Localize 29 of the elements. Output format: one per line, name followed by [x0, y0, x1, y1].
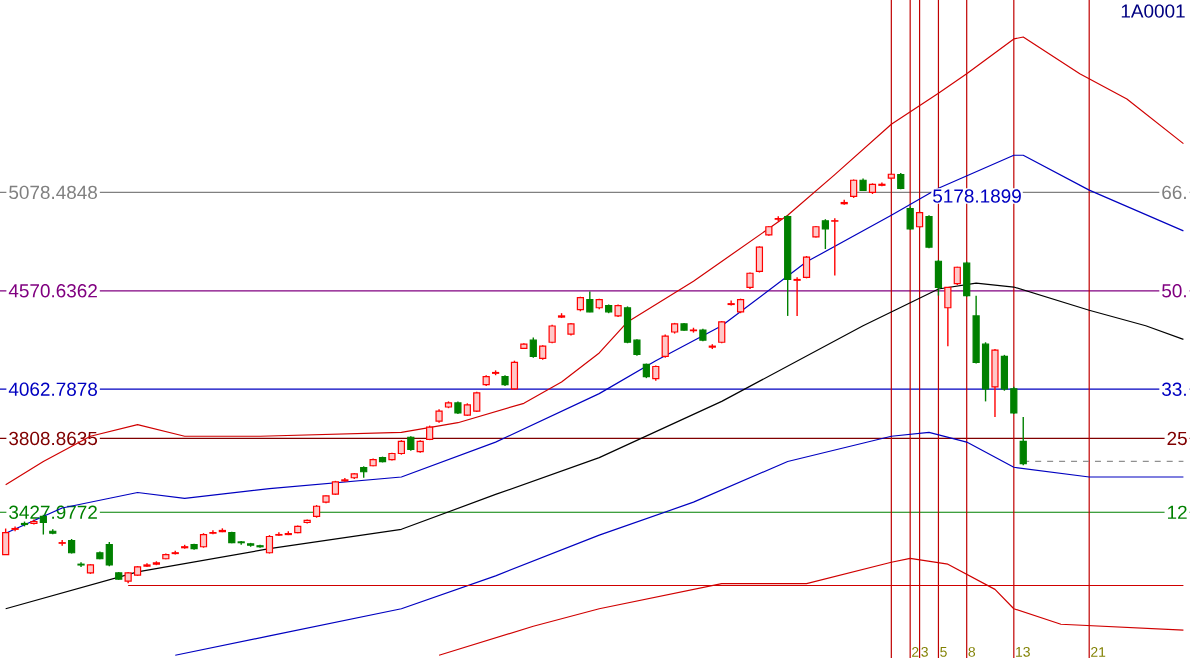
annotation: 5178.1899: [933, 189, 1021, 203]
candlestick: [934, 259, 943, 297]
candlestick: [510, 359, 519, 391]
annotation: 12: [1168, 505, 1187, 519]
candlestick: [265, 534, 274, 555]
candlestick: [925, 214, 933, 249]
candlestick: [991, 348, 999, 418]
annotation: 33.: [1162, 382, 1186, 396]
annotation: 66.: [1162, 185, 1186, 200]
candlestick: [963, 261, 971, 298]
candlestick: [944, 286, 952, 347]
candlestick: [755, 245, 764, 274]
line-series: [5, 36, 1185, 486]
chart-title: 1A0001: [1121, 4, 1185, 18]
y-tick-label: 5078.4848: [9, 185, 98, 200]
candlestick: [2, 527, 10, 556]
annotation: 25: [1167, 431, 1187, 446]
candlestick: [821, 218, 829, 250]
line-series: [174, 431, 1185, 656]
candlestick: [850, 178, 858, 199]
candlestick: [529, 336, 537, 359]
y-tick-label: 4570.6362: [8, 284, 97, 298]
candlestick: [793, 276, 801, 317]
candlestick: [58, 539, 66, 547]
candlestick: [1019, 416, 1027, 467]
y-tick-label: 4062.7878: [8, 382, 98, 396]
candlestick: [831, 217, 839, 277]
annotation: 50.: [1162, 284, 1186, 298]
candlestick: [906, 205, 914, 231]
